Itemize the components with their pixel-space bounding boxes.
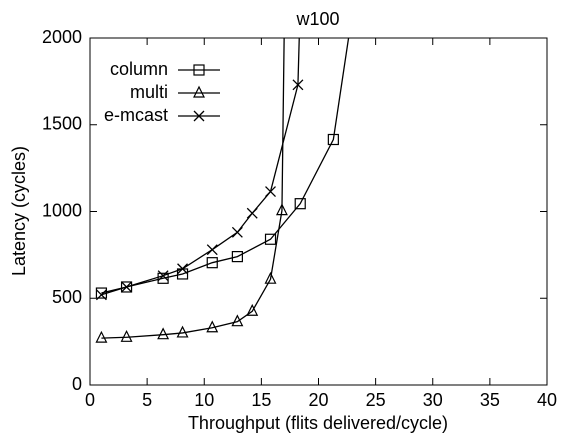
marker <box>157 270 169 282</box>
marker <box>95 330 108 343</box>
x-tick-label: 25 <box>366 390 386 410</box>
marker <box>246 207 258 219</box>
marker <box>193 85 205 98</box>
marker <box>264 233 277 245</box>
y-tick-label: 0 <box>72 374 82 394</box>
x-tick-label: 20 <box>308 390 328 410</box>
marker <box>176 325 189 338</box>
marker <box>231 251 243 263</box>
x-tick-label: 15 <box>251 390 271 410</box>
plot-area <box>95 0 350 343</box>
x-tick-label: 35 <box>480 390 500 410</box>
x-axis-label: Throughput (flits delivered/cycle) <box>188 413 448 433</box>
marker <box>231 226 243 238</box>
y-tick-label: 1000 <box>42 200 82 220</box>
x-tick-label: 0 <box>85 390 95 410</box>
y-tick-label: 2000 <box>42 27 82 47</box>
x-tick-label: 40 <box>537 390 557 410</box>
y-tick-label: 1500 <box>42 114 82 134</box>
marker <box>206 257 218 269</box>
marker <box>206 244 218 256</box>
marker <box>275 203 288 216</box>
marker <box>193 64 205 76</box>
marker <box>157 327 170 340</box>
marker <box>295 0 305 8</box>
legend-label: e-mcast <box>104 105 168 125</box>
series-line <box>101 38 285 339</box>
series-line <box>101 38 350 294</box>
marker <box>264 271 277 284</box>
x-tick-label: 30 <box>423 390 443 410</box>
marker <box>292 79 304 91</box>
y-axis-label: Latency (cycles) <box>9 146 29 276</box>
marker <box>177 263 189 275</box>
marker <box>193 110 205 122</box>
legend-label: column <box>110 59 168 79</box>
marker <box>120 281 133 293</box>
marker <box>120 329 133 342</box>
x-tick-label: 10 <box>194 390 214 410</box>
chart-title: w100 <box>295 9 339 29</box>
marker <box>294 198 306 210</box>
series-line <box>101 38 300 296</box>
marker <box>231 314 244 327</box>
marker <box>95 289 107 301</box>
marker <box>246 303 259 316</box>
marker <box>121 281 133 293</box>
marker <box>327 133 339 146</box>
marker <box>265 186 276 198</box>
marker <box>157 272 169 284</box>
legend-label: multi <box>130 82 168 102</box>
marker <box>206 320 219 333</box>
y-tick-label: 500 <box>52 287 82 307</box>
x-tick-label: 5 <box>142 390 152 410</box>
